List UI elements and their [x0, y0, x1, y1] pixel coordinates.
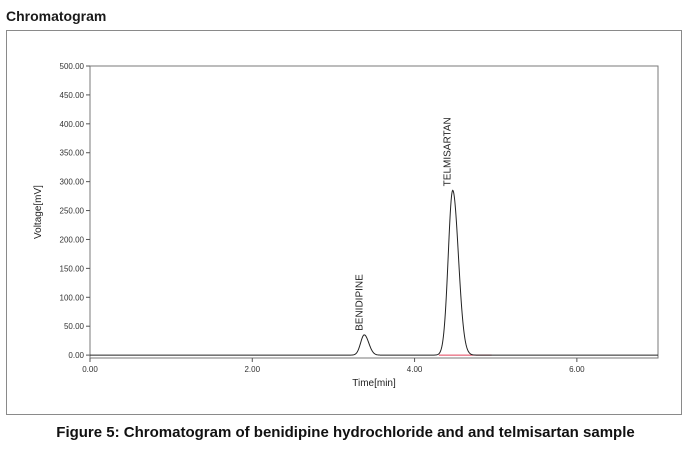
x-axis-ticks: 0.00 2.00 4.00 6.00: [82, 358, 585, 374]
y-tick-label: 400.00: [60, 120, 85, 129]
y-tick-label: 0.00: [68, 351, 84, 360]
x-tick-label: 2.00: [244, 365, 260, 374]
signal-trace: [90, 189, 658, 356]
chart-frame: 0.00 50.00 100.00 150.00 200.00 250.00 300.00 3…: [6, 30, 682, 415]
y-tick-label: 500.00: [60, 62, 85, 71]
y-tick-label: 200.00: [60, 235, 85, 244]
y-tick-label: 250.00: [60, 207, 85, 216]
x-axis-label: Time[min]: [352, 378, 396, 389]
x-tick-label: 0.00: [82, 365, 98, 374]
page-title: Chromatogram: [6, 8, 107, 24]
peak-labels: BENIDIPINE TELMISARTAN: [354, 117, 453, 331]
x-tick-label: 4.00: [407, 365, 423, 374]
y-tick-label: 350.00: [60, 149, 85, 158]
y-tick-label: 100.00: [60, 293, 85, 302]
chromatogram-chart: 0.00 50.00 100.00 150.00 200.00 250.00 300.00 3…: [33, 62, 659, 389]
peak-label-telmisartan: TELMISARTAN: [443, 117, 454, 186]
y-tick-label: 300.00: [60, 178, 85, 187]
x-tick-label: 6.00: [569, 365, 585, 374]
y-tick-label: 50.00: [64, 322, 85, 331]
y-axis-ticks: 0.00 50.00 100.00 150.00 200.00 250.00 300.00 3…: [60, 62, 90, 360]
plot-area: [89, 65, 659, 359]
y-tick-label: 450.00: [60, 91, 85, 100]
y-axis-label: Voltage[mV]: [33, 185, 44, 239]
peak-label-benidipine: BENIDIPINE: [354, 274, 365, 331]
figure-caption: Figure 5: Chromatogram of benidipine hyd…: [56, 424, 635, 441]
y-tick-label: 150.00: [60, 264, 85, 273]
